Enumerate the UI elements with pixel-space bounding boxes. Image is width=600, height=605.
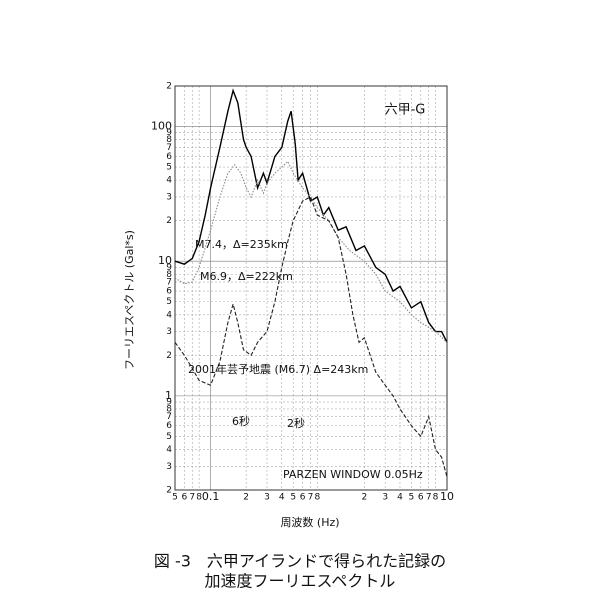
y-tick-label: 6 bbox=[166, 152, 172, 162]
x-tick-label: 3 bbox=[264, 493, 270, 503]
series-label: M6.9，Δ=222km bbox=[200, 270, 293, 283]
y-tick-label: 6 bbox=[166, 287, 172, 297]
series-line bbox=[174, 88, 448, 343]
x-tick-label: 4 bbox=[279, 493, 285, 503]
x-tick-label: 5 bbox=[409, 493, 415, 503]
y-tick-label: 7 bbox=[166, 143, 172, 153]
y-tick-label: 3 bbox=[166, 327, 172, 337]
x-tick-label: 7 bbox=[308, 493, 314, 503]
y-tick-label: 5 bbox=[166, 432, 172, 442]
y-tick-label: 1 bbox=[165, 389, 172, 402]
y-axis-label: フーリエスペクトル (Gal*s) bbox=[123, 230, 136, 370]
y-tick-label: 8 bbox=[166, 270, 172, 280]
x-tick-label: 4 bbox=[397, 493, 403, 503]
y-tick-label: 8 bbox=[166, 135, 172, 145]
y-tick-label: 5 bbox=[166, 163, 172, 173]
annotation: 6秒 bbox=[232, 414, 250, 428]
x-tick-label: 7 bbox=[426, 493, 432, 503]
y-tick-label: 10 bbox=[158, 254, 172, 267]
y-tick-label: 7 bbox=[166, 278, 172, 288]
x-tick-label: 8 bbox=[433, 493, 439, 503]
x-tick-label: 5 bbox=[172, 493, 178, 503]
x-tick-label: 7 bbox=[189, 493, 195, 503]
y-tick-label: 3 bbox=[166, 192, 172, 202]
x-tick-label: 6 bbox=[300, 493, 306, 503]
series-label: M7.4，Δ=235km bbox=[195, 238, 288, 251]
y-tick-label: 2 bbox=[166, 216, 172, 226]
y-tick-label: 9 bbox=[166, 263, 172, 273]
y-tick-label: 8 bbox=[166, 404, 172, 414]
x-tick-label: 8 bbox=[196, 493, 202, 503]
annotation: PARZEN WINDOW 0.05Hz bbox=[283, 468, 423, 481]
x-axis-label: 周波数 (Hz) bbox=[280, 516, 339, 529]
chart-title: 六甲-G bbox=[385, 103, 426, 118]
series-line bbox=[174, 160, 448, 343]
plot-frame bbox=[174, 85, 448, 491]
x-tick-label: 8 bbox=[314, 493, 320, 503]
y-tick-label: 6 bbox=[166, 421, 172, 431]
y-tick-label: 9 bbox=[166, 128, 172, 138]
y-tick-label: 2 bbox=[166, 486, 172, 496]
x-tick-label: 6 bbox=[418, 493, 424, 503]
y-tick-label: 2 bbox=[166, 82, 172, 92]
y-tick-label: 7 bbox=[166, 412, 172, 422]
y-tick-label: 9 bbox=[166, 398, 172, 408]
y-tick-label: 3 bbox=[166, 462, 172, 472]
x-tick-label: 6 bbox=[181, 493, 187, 503]
series-label: 2001年芸予地震 (M6.7) Δ=243km bbox=[188, 362, 368, 376]
y-tick-label: 5 bbox=[166, 297, 172, 307]
x-tick-label: 3 bbox=[382, 493, 388, 503]
x-tick-label: 2 bbox=[243, 493, 249, 503]
caption: 図 -3 六甲アイランドで得られた記録の bbox=[154, 552, 446, 571]
series-line bbox=[174, 196, 448, 478]
x-tick-label: 5 bbox=[290, 493, 296, 503]
y-tick-label: 4 bbox=[166, 176, 172, 186]
y-tick-label: 4 bbox=[166, 310, 172, 320]
x-tick-label: 10 bbox=[440, 490, 454, 503]
y-tick-label: 4 bbox=[166, 445, 172, 455]
x-tick-label: 2 bbox=[362, 493, 368, 503]
x-tick-label: 0.1 bbox=[202, 490, 220, 503]
y-tick-label: 100 bbox=[151, 120, 172, 133]
caption: 加速度フーリエスペクトル bbox=[205, 572, 396, 591]
annotation: 2秒 bbox=[287, 416, 305, 430]
y-tick-label: 2 bbox=[166, 351, 172, 361]
